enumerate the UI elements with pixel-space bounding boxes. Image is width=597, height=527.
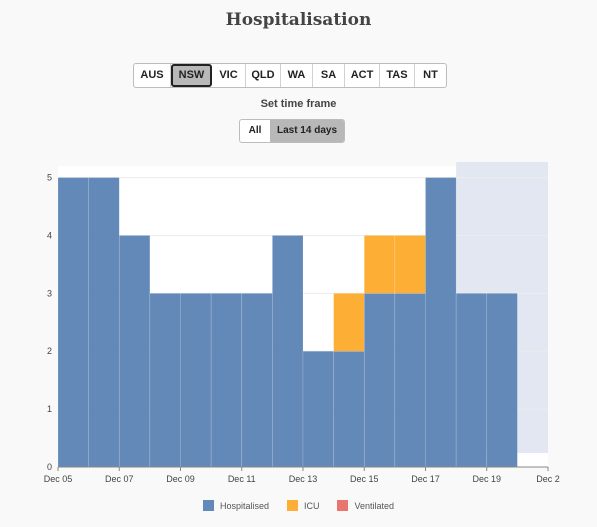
bar-hospitalised (425, 177, 457, 468)
y-tick-label: 1 (47, 404, 52, 414)
bar-hospitalised (394, 293, 426, 468)
region-button-vic[interactable]: VIC (212, 64, 246, 87)
chart-legend: Hospitalised ICU Ventilated (0, 500, 597, 511)
region-selector: AUS NSW VIC QLD WA SA ACT TAS NT (133, 63, 447, 88)
bar-icu (363, 235, 396, 294)
legend-label-hospitalised: Hospitalised (219, 500, 269, 511)
x-tick-label: Dec 17 (411, 474, 440, 484)
region-button-nsw[interactable]: NSW (171, 64, 212, 87)
bar-hospitalised (210, 293, 243, 468)
region-button-tas[interactable]: TAS (380, 64, 415, 87)
page-title: Hospitalisation (225, 10, 372, 30)
bar-hospitalised (333, 350, 365, 468)
y-tick-label: 5 (47, 173, 52, 183)
x-tick-label: Dec 11 (228, 474, 256, 484)
region-button-sa[interactable]: SA (313, 64, 345, 87)
bar-icu (394, 235, 426, 294)
bar-hospitalised (272, 235, 304, 468)
legend-swatch-ventilated (337, 500, 349, 511)
x-tick-label: Dec 13 (289, 474, 318, 484)
legend-swatch-icu (286, 500, 298, 511)
bar-hospitalised (180, 293, 212, 468)
y-tick-label: 4 (47, 230, 52, 240)
legend-item-ventilated: Ventilated (337, 500, 394, 511)
x-tick-label: Dec 05 (44, 474, 73, 484)
bar-icu (333, 293, 365, 352)
legend-label-ventilated: Ventilated (354, 500, 395, 511)
legend-item-icu: ICU (286, 500, 320, 511)
x-tick-label: Dec 19 (472, 474, 501, 484)
x-tick-label: Dec 09 (166, 474, 195, 484)
bar-hospitalised (302, 350, 334, 468)
time-frame-label: Set time frame (260, 98, 337, 110)
region-button-wa[interactable]: WA (281, 64, 313, 87)
region-button-act[interactable]: ACT (345, 64, 380, 87)
time-frame-selector: All Last 14 days (239, 119, 345, 143)
bar-hospitalised (118, 235, 151, 468)
legend-item-hospitalised: Hospitalised (202, 500, 269, 511)
x-tick-label: Dec 07 (105, 474, 134, 484)
region-button-nt[interactable]: NT (423, 69, 438, 81)
y-tick-label: 3 (47, 288, 52, 298)
bar-hospitalised (486, 293, 518, 468)
legend-swatch-hospitalised (202, 500, 214, 511)
bar-hospitalised (88, 177, 120, 468)
legend-label-icu: ICU (303, 500, 320, 511)
x-tick-label: Dec 15 (350, 474, 379, 484)
region-button-aus[interactable]: AUS (134, 64, 171, 87)
bar-hospitalised (149, 293, 181, 468)
time-frame-all-button[interactable]: All (248, 125, 262, 136)
y-tick-label: 0 (47, 462, 52, 472)
x-tick-label: Dec 2 (536, 474, 560, 484)
hospitalisation-chart: 0 1 2 3 4 5 Dec 05 Dec 07 Dec 09 Dec 11 Dec 13 Dec … (44, 162, 560, 484)
bar-hospitalised (455, 293, 488, 468)
time-frame-last-14-days-button[interactable]: Last 14 days (270, 120, 344, 142)
bar-hospitalised (363, 293, 396, 468)
region-button-qld[interactable]: QLD (246, 64, 281, 87)
y-tick-label: 2 (47, 346, 52, 356)
bar-hospitalised (241, 293, 273, 468)
bar-hospitalised (57, 177, 89, 468)
